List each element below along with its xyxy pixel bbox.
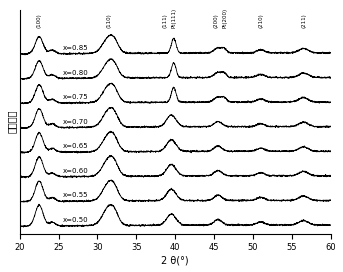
- Text: Pt(111): Pt(111): [171, 8, 176, 28]
- Text: x=0.65: x=0.65: [62, 143, 88, 149]
- Text: (100): (100): [37, 14, 42, 28]
- Text: x=0.85: x=0.85: [62, 45, 88, 51]
- Text: x=0.70: x=0.70: [62, 119, 88, 125]
- Text: x=0.60: x=0.60: [62, 168, 88, 174]
- Text: (110): (110): [107, 14, 111, 28]
- X-axis label: 2 θ(°): 2 θ(°): [162, 255, 189, 265]
- Text: (211): (211): [301, 14, 306, 28]
- Text: x=0.75: x=0.75: [62, 94, 88, 100]
- Text: (210): (210): [258, 14, 263, 28]
- Text: Pt(200): Pt(200): [223, 8, 227, 28]
- Text: (200): (200): [214, 14, 219, 28]
- Y-axis label: 相对强度: 相对强度: [7, 110, 17, 134]
- Text: x=0.55: x=0.55: [62, 193, 88, 199]
- Text: x=0.50: x=0.50: [62, 217, 88, 223]
- Text: x=0.80: x=0.80: [62, 70, 88, 76]
- Text: (111): (111): [163, 14, 168, 28]
